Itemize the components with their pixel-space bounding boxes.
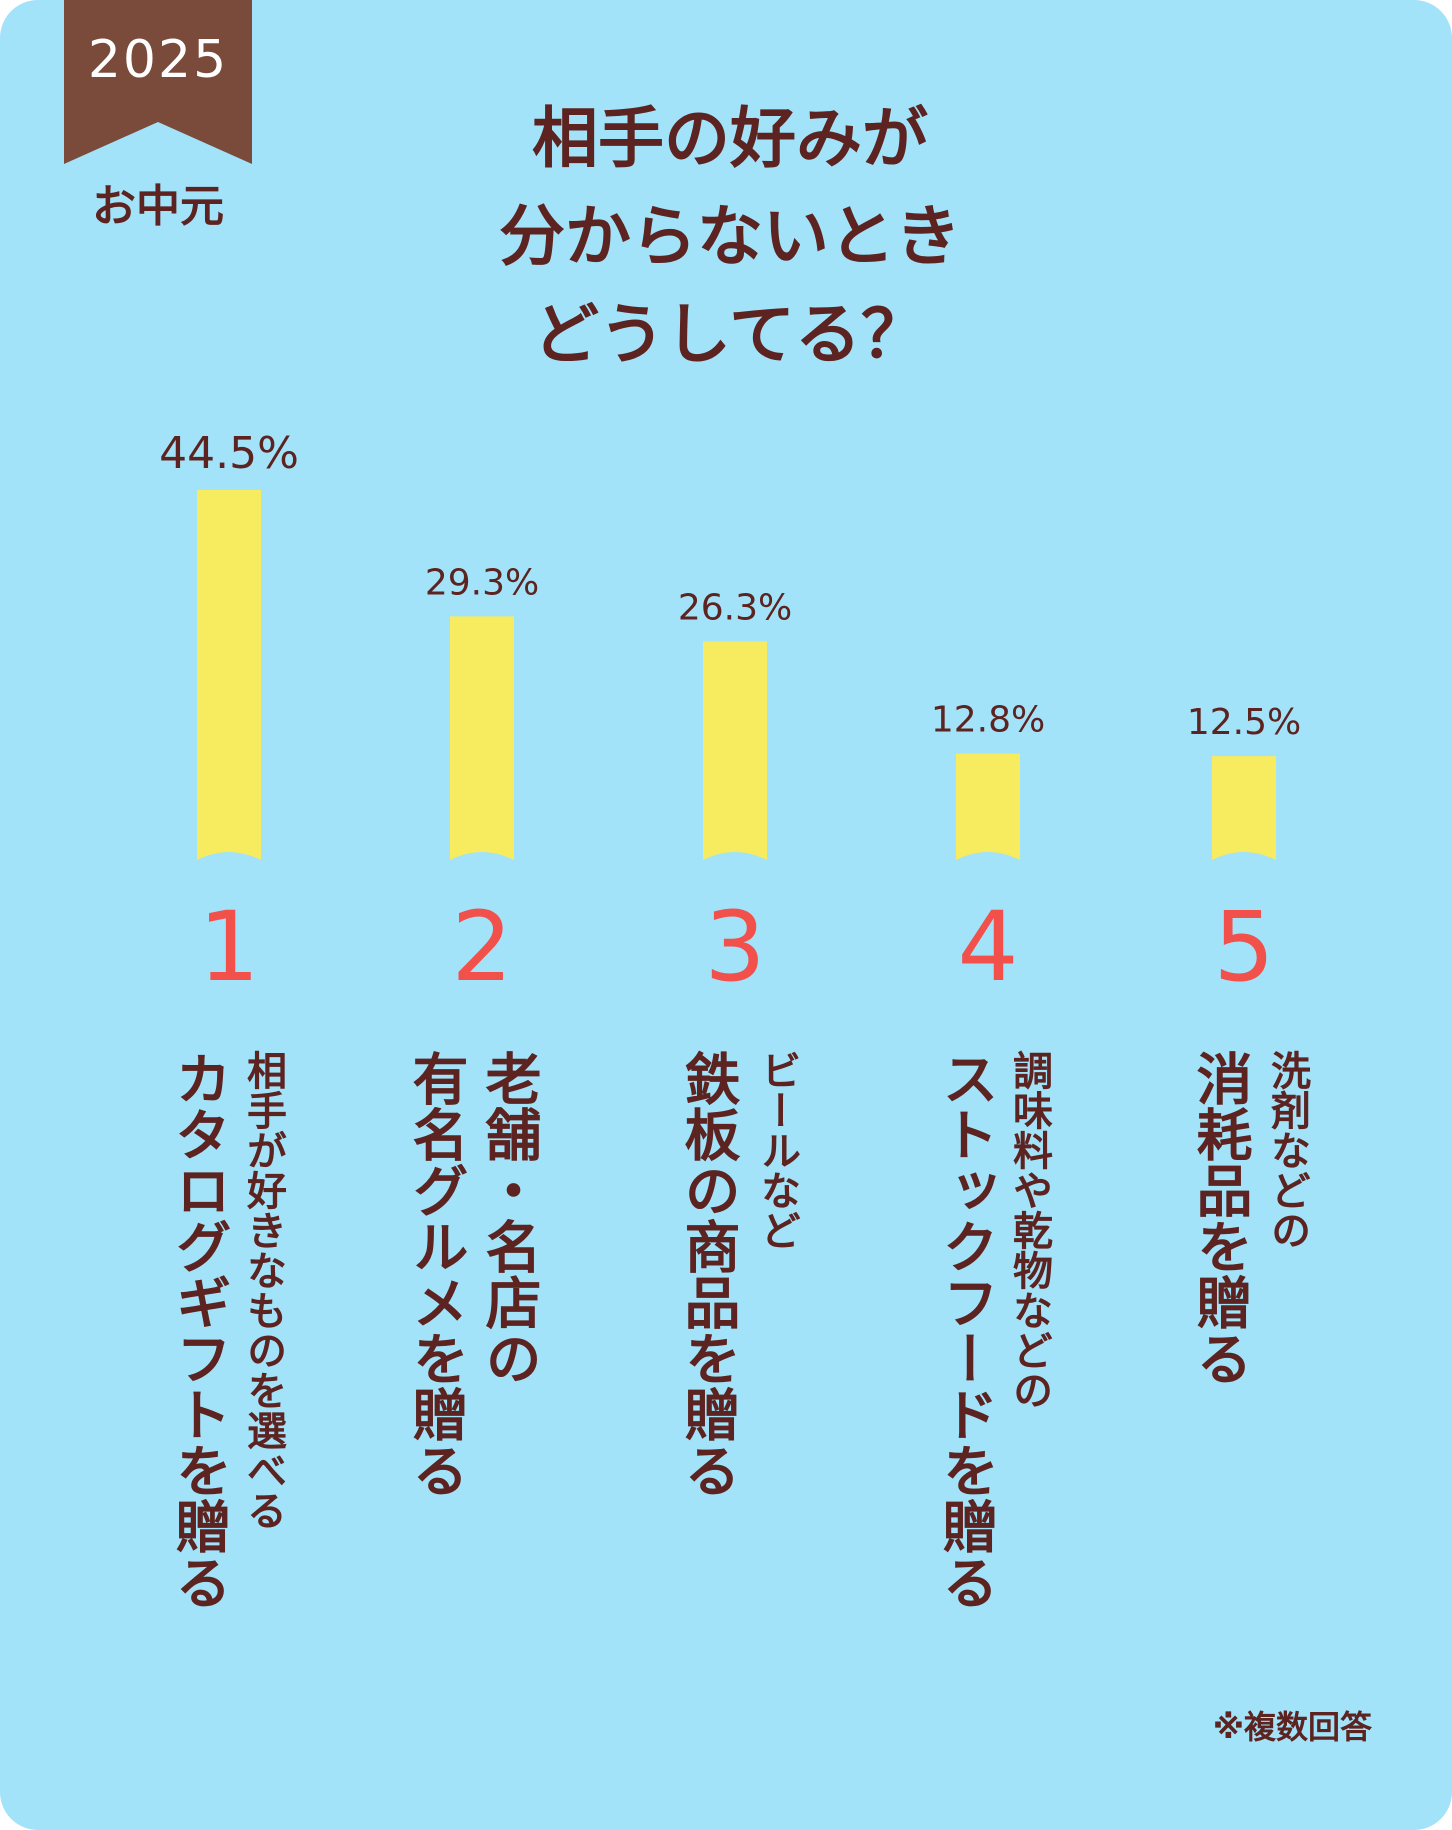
title-line-2: 分からないとき: [499, 198, 961, 275]
value-label-4: 12.8%: [931, 700, 1045, 741]
bar-1: [197, 490, 261, 860]
answer-2-line2: 有名グルメを贈る: [403, 1050, 468, 1498]
answer-labels: 相手が好きなものを選べる カタログギフトを贈る 老舗・名店の 有名グルメを贈る …: [0, 1050, 1452, 1690]
bar-4: [956, 753, 1020, 860]
rank-number-4: 4: [957, 891, 1018, 1000]
answer-3-line1: ビールなど: [754, 1050, 800, 1250]
title-line-1: 相手の好みが: [532, 100, 928, 177]
value-label-1: 44.5%: [159, 428, 299, 479]
answer-4-line2: ストックフードを贈る: [933, 1050, 998, 1610]
answer-1-line1: 相手が好きなものを選べる: [240, 1050, 286, 1530]
ribbon-shape: [64, 0, 252, 164]
value-label-2: 29.3%: [425, 562, 539, 603]
bar-chart: 44.5% 1 29.3% 2 26.3% 3 12.8% 4 12.5% 5: [159, 428, 1301, 1000]
value-label-3: 26.3%: [678, 587, 792, 628]
season-label: お中元: [92, 181, 224, 232]
answer-5-line1: 洗剤などの: [1264, 1050, 1310, 1250]
year-label: 2025: [87, 30, 229, 90]
year-ribbon: [64, 0, 252, 164]
answer-5-line2: 消耗品を贈る: [1187, 1050, 1252, 1386]
title-line-3: どうしてる？: [532, 296, 928, 373]
rank-number-2: 2: [451, 891, 512, 1000]
answer-3-line2: 鉄板の商品を贈る: [675, 1050, 740, 1498]
page-title: 相手の好みが 分からないとき どうしてる？: [380, 90, 1080, 384]
bar-5: [1212, 756, 1276, 860]
value-label-5: 12.5%: [1187, 702, 1301, 743]
bar-3: [703, 641, 767, 860]
footnote: ※複数回答: [1212, 1708, 1372, 1746]
rank-number-3: 3: [704, 891, 765, 1000]
answer-2-line1: 老舗・名店の: [476, 1050, 541, 1386]
rank-number-5: 5: [1213, 891, 1274, 1000]
rank-number-1: 1: [198, 891, 259, 1000]
bar-2: [450, 616, 514, 860]
answer-4-line1: 調味料や乾物などの: [1006, 1050, 1052, 1410]
answer-1-line2: カタログギフトを贈る: [166, 1050, 231, 1610]
